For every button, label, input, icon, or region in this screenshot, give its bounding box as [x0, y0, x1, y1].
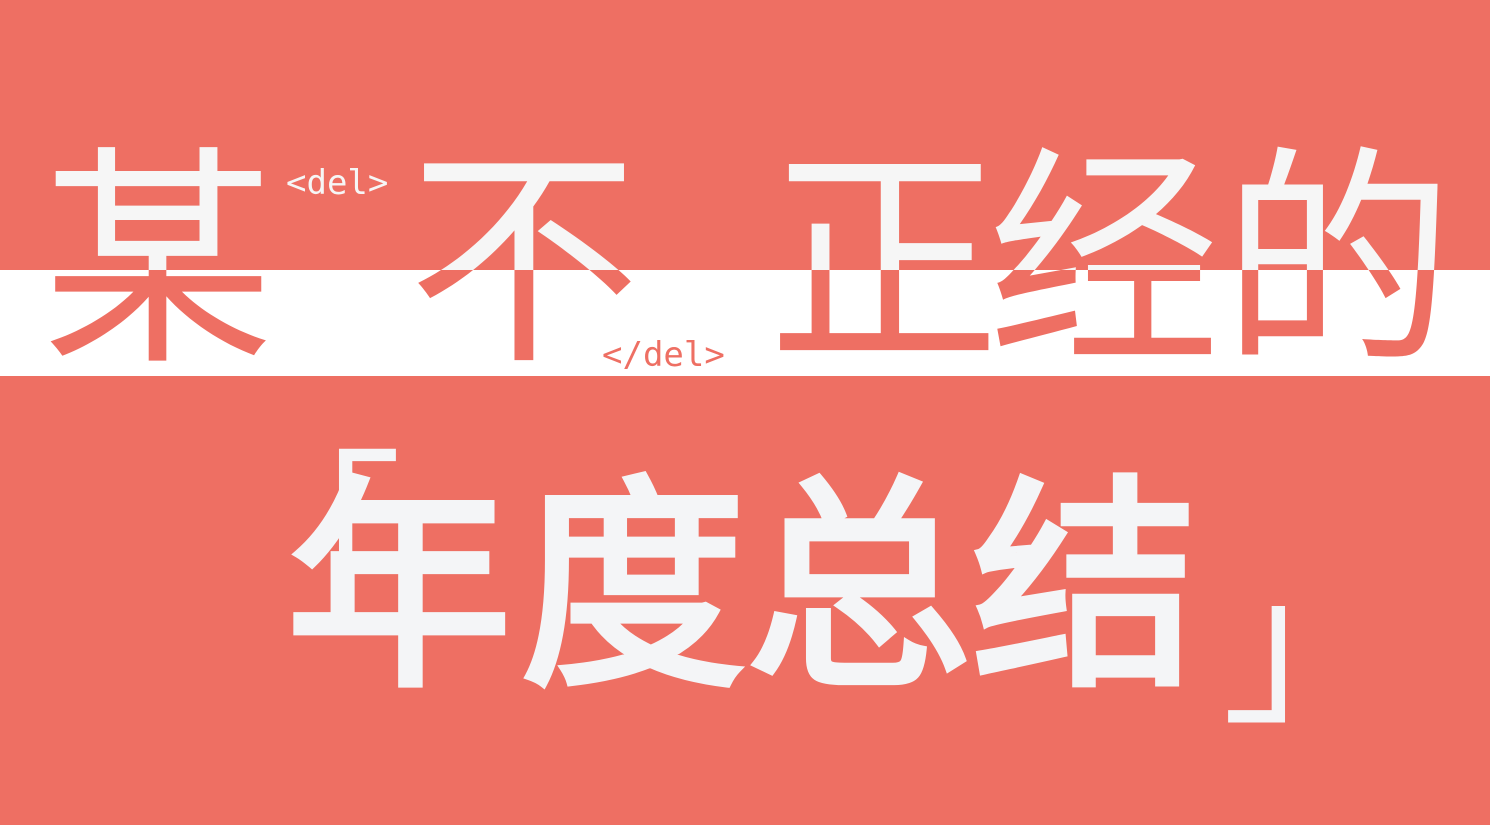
title-char-4: 经 — [988, 127, 1221, 270]
corner-bracket-open: 「 — [222, 435, 403, 644]
subtitle-char-2: 度 — [520, 457, 747, 720]
title-char-4-lower: 经 — [988, 376, 1220, 378]
title-band-layer: 某 不 正 经 的 — [0, 270, 1490, 376]
title-char-4-band: 经 — [988, 270, 1220, 376]
title-char-5-lower: 的 — [1222, 376, 1454, 378]
title-char-5: 的 — [1222, 127, 1455, 270]
corner-bracket-close: 」 — [1222, 541, 1403, 750]
title-upper-layer: 某 不 正 经 的 — [0, 0, 1490, 270]
del-open-tag: <del> — [286, 163, 389, 203]
title-char-5-band: 的 — [1222, 270, 1454, 376]
title-char-3-band: 正 — [768, 270, 1000, 376]
title-char-1-band: 某 — [42, 270, 274, 376]
subtitle-char-1: 年 — [286, 457, 513, 720]
title-char-2-band: 不 — [408, 270, 640, 376]
title-char-3: 正 — [768, 127, 1001, 270]
title-char-2: 不 — [408, 127, 641, 270]
subtitle-char-3: 总 — [746, 457, 973, 720]
del-close-tag: </del> — [602, 335, 725, 375]
title-char-3-lower: 正 — [768, 376, 1000, 378]
subtitle-char-4: 结 — [972, 457, 1199, 720]
white-band — [0, 270, 1490, 376]
title-lower-layer: 某 不 正 经 的 — [0, 376, 1490, 825]
title-char-2-lower: 不 — [408, 376, 640, 378]
title-char-1: 某 — [42, 127, 275, 270]
title-char-1-lower: 某 — [42, 376, 274, 378]
